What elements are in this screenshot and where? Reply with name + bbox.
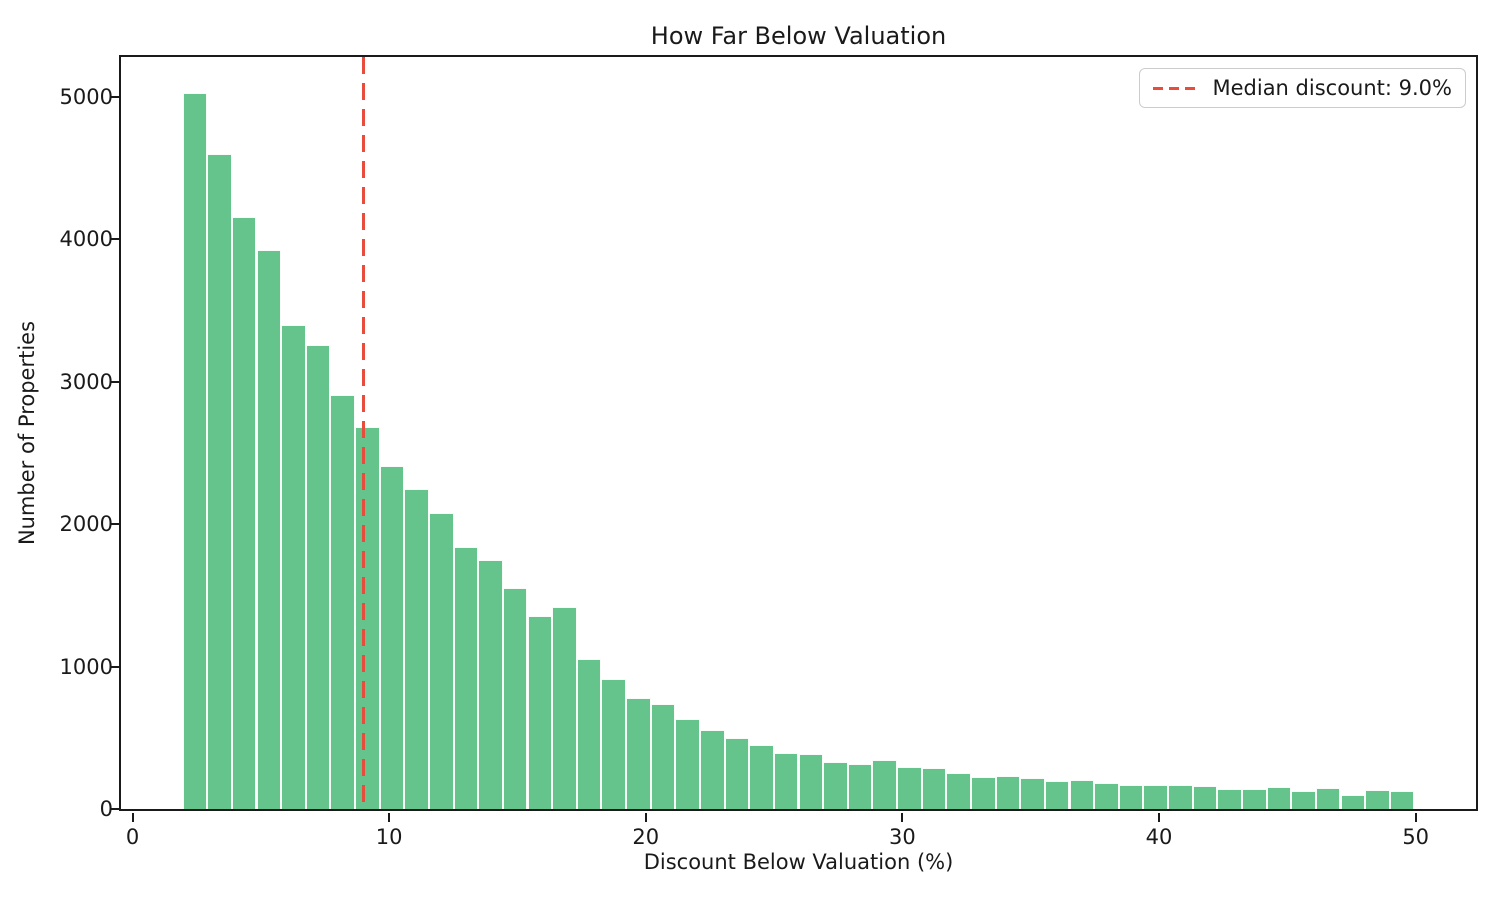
histogram-bar: [379, 465, 405, 809]
histogram-bar: [1340, 795, 1366, 809]
histogram-bar: [1168, 785, 1193, 809]
histogram-bar: [1094, 782, 1119, 809]
chart-title: How Far Below Valuation: [650, 22, 947, 50]
x-axis-tick: [644, 813, 647, 822]
axes-decorations-layer: 0 10 20 30 40 50 0 1000 2000 3000 4000 5000: [60, 57, 1476, 849]
histogram-bar: [699, 729, 725, 809]
histogram-bar: [847, 764, 873, 809]
x-axis-tick: [901, 813, 904, 822]
y-axis-tick: [110, 665, 119, 668]
histogram-bar: [478, 560, 503, 809]
histogram-bar: [502, 587, 528, 809]
histogram-bar: [355, 427, 380, 809]
histogram-bar: [946, 773, 971, 809]
histogram-bar: [1192, 786, 1218, 809]
x-axis-tick-label: 10: [375, 825, 403, 849]
histogram-bar: [404, 489, 429, 809]
legend-dashed-line-icon: [1153, 86, 1199, 90]
histogram-bar: [749, 744, 774, 809]
histogram-bar: [823, 762, 848, 809]
histogram-bar: [428, 513, 454, 809]
x-axis-tick: [388, 813, 391, 822]
x-axis-tick-label: 0: [125, 825, 140, 849]
histogram-bar: [305, 344, 331, 809]
histogram-bar: [453, 546, 479, 809]
x-axis-tick: [131, 813, 134, 822]
y-axis-tick: [110, 95, 119, 98]
histogram-bar: [921, 768, 947, 809]
histogram-bar: [182, 92, 208, 809]
histogram-bars-layer: [121, 57, 1476, 809]
y-axis-tick-label: 3000: [59, 369, 113, 394]
y-axis-tick: [110, 523, 119, 526]
y-axis-tick: [110, 808, 119, 810]
legend-label: Median discount: 9.0%: [1212, 76, 1452, 100]
histogram-bar: [724, 737, 750, 809]
x-axis-tick-label: 30: [889, 825, 916, 849]
histogram-bar: [552, 607, 577, 809]
y-axis-tick-label: 1000: [59, 654, 113, 679]
histogram-bar: [207, 153, 232, 809]
histogram-bar: [1020, 777, 1045, 809]
histogram-bar: [897, 766, 922, 809]
histogram-bar: [773, 752, 799, 809]
histogram-bar: [527, 616, 553, 809]
x-axis-tick: [1158, 813, 1161, 822]
histogram-bar: [1044, 780, 1070, 809]
histogram-bar: [650, 704, 676, 809]
histogram-bar: [1389, 791, 1415, 809]
y-axis-tick-label: 0: [99, 797, 113, 821]
y-axis-tick-label: 2000: [59, 512, 113, 537]
histogram-bar: [872, 759, 898, 809]
histogram-bar: [1069, 779, 1095, 809]
plot-area: 0 10 20 30 40 50 0 1000 2000 3000 4000 5000 Median …: [60, 55, 1478, 849]
histogram-bar: [281, 325, 306, 809]
histogram-bar: [1365, 790, 1390, 809]
y-axis-tick: [110, 380, 119, 383]
histogram-bar: [970, 776, 996, 809]
histogram-bar: [1266, 786, 1292, 809]
histogram-bar: [576, 658, 602, 809]
histogram-bar: [1291, 791, 1316, 809]
y-axis-label: Number of Properties: [15, 320, 39, 546]
histogram-bar: [231, 216, 257, 809]
median-dashed-line: [362, 57, 365, 809]
histogram-bar: [1217, 789, 1242, 809]
y-axis-tick-label: 4000: [59, 227, 113, 252]
x-axis-label: Discount Below Valuation (%): [643, 850, 954, 874]
histogram-bar: [675, 719, 700, 809]
x-axis-tick: [1414, 813, 1417, 822]
histogram-bar: [995, 775, 1021, 809]
histogram-bar: [1315, 788, 1341, 809]
histogram-bar: [330, 394, 356, 809]
histogram-bar: [256, 249, 282, 809]
histogram-bar: [601, 678, 627, 809]
y-axis-tick-label: 5000: [59, 84, 113, 109]
histogram-bar: [626, 697, 651, 809]
y-axis-tick: [110, 238, 119, 241]
legend: Median discount: 9.0%: [1139, 68, 1466, 108]
histogram-bar: [1118, 784, 1144, 809]
histogram-bar: [798, 754, 824, 809]
x-axis-tick-label: 50: [1402, 825, 1430, 849]
histogram-bar: [1241, 789, 1267, 809]
x-axis-tick-label: 20: [632, 825, 660, 849]
histogram-bar: [1143, 785, 1169, 809]
x-axis-tick-label: 40: [1145, 825, 1173, 849]
